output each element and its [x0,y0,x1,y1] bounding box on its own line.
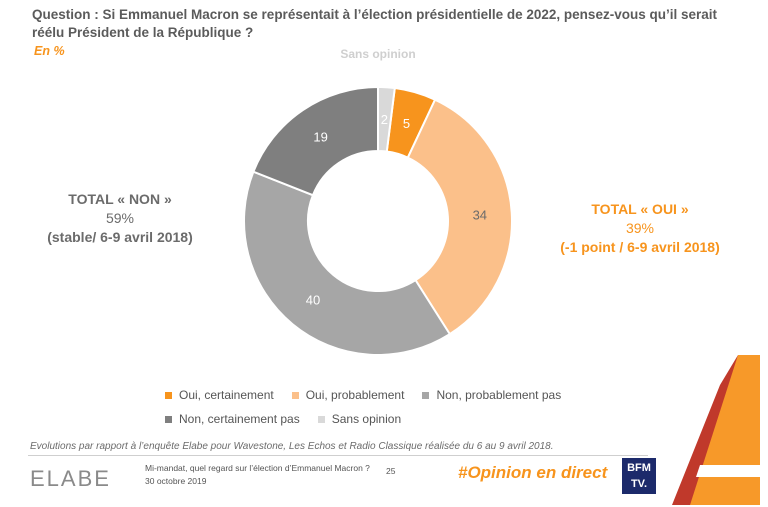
donut-slice [406,98,513,336]
legend-label: Sans opinion [331,412,402,426]
slice-value-label: 19 [313,130,327,145]
bfm-logo-line2: TV. [630,478,648,490]
deco-red-shape [672,355,738,505]
chart-legend: Oui, certainement Oui, probablement Non,… [165,388,605,436]
deco-white-band [696,465,760,477]
decorative-triangle [672,355,760,505]
legend-label: Oui, probablement [305,388,405,402]
footer-title: Mi-mandat, quel regard sur l’élection d’… [145,463,370,473]
legend-row-1: Oui, certainement Oui, probablement Non,… [165,388,605,402]
bfm-logo-line1: BFM [627,462,651,474]
total-oui-note: (-1 point / 6-9 avril 2018) [560,239,720,255]
hashtag: #Opinion en direct [458,463,608,482]
sans-opinion-outer-label: Sans opinion [340,47,415,61]
total-oui-block: TOTAL « OUI » 39% (-1 point / 6-9 avril … [530,200,750,257]
footer-text: Mi-mandat, quel regard sur l’élection d’… [145,462,370,488]
legend-row-2: Non, certainement pas Sans opinion [165,412,605,426]
donut-slice [243,170,452,356]
total-non-label: TOTAL « NON » [68,191,172,207]
elabe-logo: ELABE [30,466,111,491]
slice-value-label: 5 [403,116,410,131]
legend-item: Oui, probablement [291,388,405,402]
footnote: Evolutions par rapport à l’enquête Elabe… [30,441,554,452]
legend-item: Sans opinion [317,412,402,426]
question-title: Question : Si Emmanuel Macron se représe… [32,7,717,40]
legend-swatch [291,391,299,399]
legend-swatch [165,415,172,423]
legend-item: Non, probablement pas [422,388,561,402]
footer-date: 30 octobre 2019 [145,476,207,486]
legend-label: Non, certainement pas [179,412,300,426]
legend-swatch [317,415,325,423]
slice-value-label: 40 [306,293,320,308]
legend-label: Oui, certainement [179,388,274,402]
total-non-note: (stable/ 6-9 avril 2018) [47,229,193,245]
divider [28,455,648,456]
donut-slice [252,85,380,197]
total-oui-label: TOTAL « OUI » [591,201,689,217]
total-non-value: 59% [105,210,135,226]
donut-slice [376,85,396,153]
legend-swatch [165,391,172,399]
unit-label: En % [34,44,65,58]
legend-swatch [422,391,430,399]
slice-value-label: 34 [473,208,487,223]
slice-value-label: 2 [381,112,388,127]
legend-label: Non, probablement pas [436,388,562,402]
total-oui-value: 39% [625,220,655,236]
legend-item: Non, certainement pas [165,412,300,426]
total-non-block: TOTAL « NON » 59% (stable/ 6-9 avril 201… [20,190,220,247]
bfm-tv-logo: BFM TV. [622,458,656,494]
page-number: 25 [386,466,396,476]
legend-item: Oui, certainement [165,388,274,402]
